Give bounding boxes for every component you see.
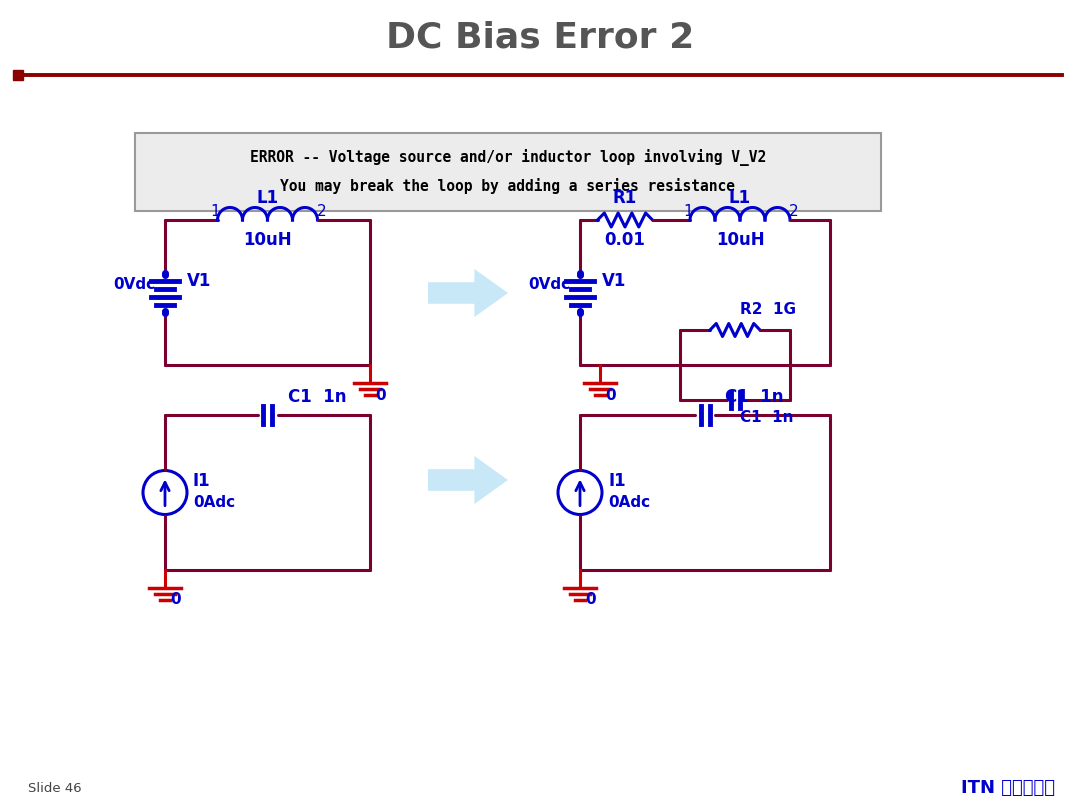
- Text: 0: 0: [605, 387, 616, 403]
- Text: 0Adc: 0Adc: [608, 495, 650, 510]
- Text: 0Vdc: 0Vdc: [528, 277, 570, 292]
- Text: 1: 1: [211, 204, 220, 220]
- Text: I1: I1: [193, 471, 211, 489]
- Text: You may break the loop by adding a series resistance: You may break the loop by adding a serie…: [281, 178, 735, 194]
- Text: I1: I1: [608, 471, 625, 489]
- Text: Slide 46: Slide 46: [28, 782, 82, 795]
- Text: 0.01: 0.01: [605, 231, 646, 249]
- Text: 10uH: 10uH: [716, 231, 765, 249]
- Text: ITN ㈜아이티앤: ITN ㈜아이티앤: [961, 779, 1055, 797]
- FancyBboxPatch shape: [135, 133, 881, 211]
- Text: R1: R1: [612, 189, 637, 207]
- Text: C1  1n: C1 1n: [725, 388, 783, 406]
- Text: 0Adc: 0Adc: [193, 495, 235, 510]
- Text: 0Vdc: 0Vdc: [113, 277, 156, 292]
- Text: 2: 2: [789, 204, 799, 220]
- FancyArrow shape: [428, 269, 508, 317]
- Text: L1: L1: [256, 189, 279, 207]
- Text: V1: V1: [187, 271, 212, 289]
- Text: DC Bias Error 2: DC Bias Error 2: [386, 20, 694, 54]
- Text: 1: 1: [684, 204, 692, 220]
- Text: 0: 0: [585, 592, 596, 608]
- Text: L1: L1: [729, 189, 751, 207]
- Text: ERROR -- Voltage source and/or inductor loop involving V_V2: ERROR -- Voltage source and/or inductor …: [249, 150, 766, 167]
- Text: 0: 0: [375, 387, 386, 403]
- Text: C1  1n: C1 1n: [287, 388, 346, 406]
- Text: R2  1G: R2 1G: [740, 302, 796, 318]
- FancyArrow shape: [428, 456, 508, 504]
- Text: 2: 2: [316, 204, 326, 220]
- Text: 0: 0: [170, 592, 180, 608]
- Text: 10uH: 10uH: [243, 231, 292, 249]
- Text: V1: V1: [602, 271, 626, 289]
- Text: C1  1n: C1 1n: [740, 411, 794, 425]
